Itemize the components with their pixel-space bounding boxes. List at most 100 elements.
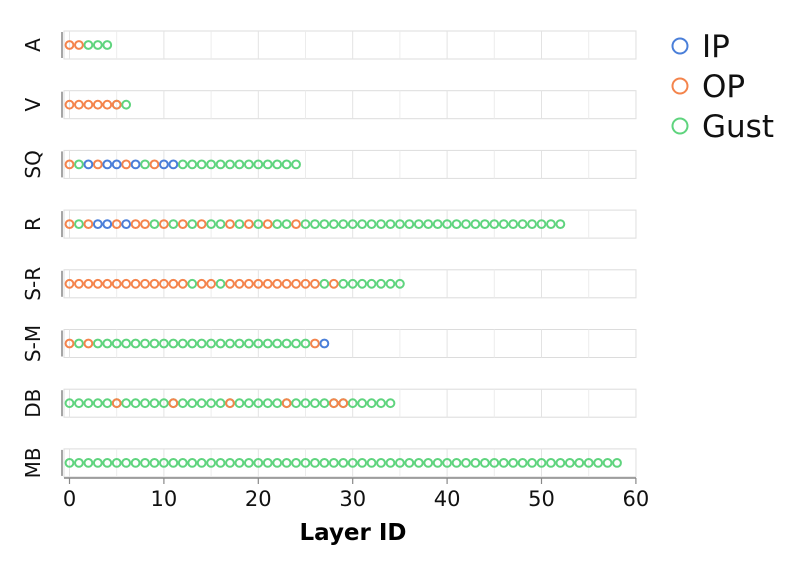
point-gust [234,338,245,349]
point-gust [413,458,424,468]
point-op [83,99,94,110]
point-gust [177,458,188,468]
point-gust [92,398,103,409]
point-gust [130,458,141,468]
row-label: S-R [21,267,45,301]
point-gust [432,458,443,468]
point-gust [357,219,368,230]
point-gust [310,219,320,230]
x-tick-label: 30 [339,487,366,511]
point-gust [281,338,292,349]
point-op [243,219,254,230]
point-op [291,278,301,289]
point-gust [140,458,150,468]
chart-panels: A V SQ R S-R S-M DB MB [21,30,637,478]
point-gust [395,278,405,289]
row-panel-s-r: S-R [21,267,637,301]
point-gust [272,458,283,468]
point-ip [168,159,179,170]
point-op [300,278,311,289]
point-op [121,278,132,289]
point-gust [583,458,594,468]
point-gust [215,219,226,230]
point-gust [215,159,226,170]
point-gust [159,398,169,409]
point-gust [187,219,198,230]
point-gust [149,219,160,230]
point-ip [319,338,330,349]
point-gust [404,219,415,230]
point-op [310,338,320,349]
point-ip [83,159,94,170]
point-gust [74,338,84,349]
point-gust [206,159,217,170]
point-gust [291,159,301,170]
point-gust [206,338,217,349]
point-gust [225,159,235,170]
point-gust [291,458,301,468]
point-gust [451,458,462,468]
point-gust [140,159,150,170]
point-ip [111,159,122,170]
point-gust [187,338,198,349]
point-gust [92,458,103,468]
point-gust [546,219,556,230]
point-gust [347,458,358,468]
point-gust [253,398,264,409]
point-gust [357,278,368,289]
point-gust [442,458,453,468]
point-op [168,398,179,409]
point-gust [347,398,358,409]
point-op [328,278,339,289]
row-panel-s-m: S-M [21,325,637,362]
point-op [102,278,113,289]
point-gust [328,458,339,468]
point-gust [366,278,377,289]
point-gust [187,159,198,170]
point-gust [149,458,160,468]
point-gust [508,458,519,468]
point-op [111,398,122,409]
point-gust [272,159,283,170]
point-ip [121,219,132,230]
point-op [92,159,103,170]
point-gust [253,219,264,230]
point-gust [281,458,292,468]
row-panel-a: A [21,30,637,60]
point-op [196,278,207,289]
point-gust [272,219,283,230]
point-gust [385,219,396,230]
row-panel-db: DB [21,389,637,418]
point-gust [215,338,226,349]
point-ip [130,159,141,170]
point-gust [149,338,160,349]
point-gust [281,159,292,170]
point-gust [300,458,311,468]
point-gust [121,99,132,110]
point-gust [489,458,500,468]
point-op [64,219,75,230]
x-tick-label: 0 [63,487,76,511]
point-op [168,278,179,289]
x-tick-label: 60 [623,487,650,511]
row-label: R [21,217,45,231]
point-gust [432,219,443,230]
point-gust [385,278,396,289]
point-op [64,159,75,170]
x-axis-title: Layer ID [299,520,406,546]
point-gust [300,219,311,230]
point-op [64,40,75,50]
point-op [225,278,235,289]
legend-marker [671,37,689,55]
point-gust [159,458,169,468]
legend-label: Gust [702,109,774,145]
point-gust [225,458,235,468]
point-gust [536,458,547,468]
point-gust [206,458,217,468]
point-gust [83,398,94,409]
point-op [130,278,141,289]
point-gust [262,338,273,349]
point-gust [498,219,509,230]
point-gust [64,458,75,468]
